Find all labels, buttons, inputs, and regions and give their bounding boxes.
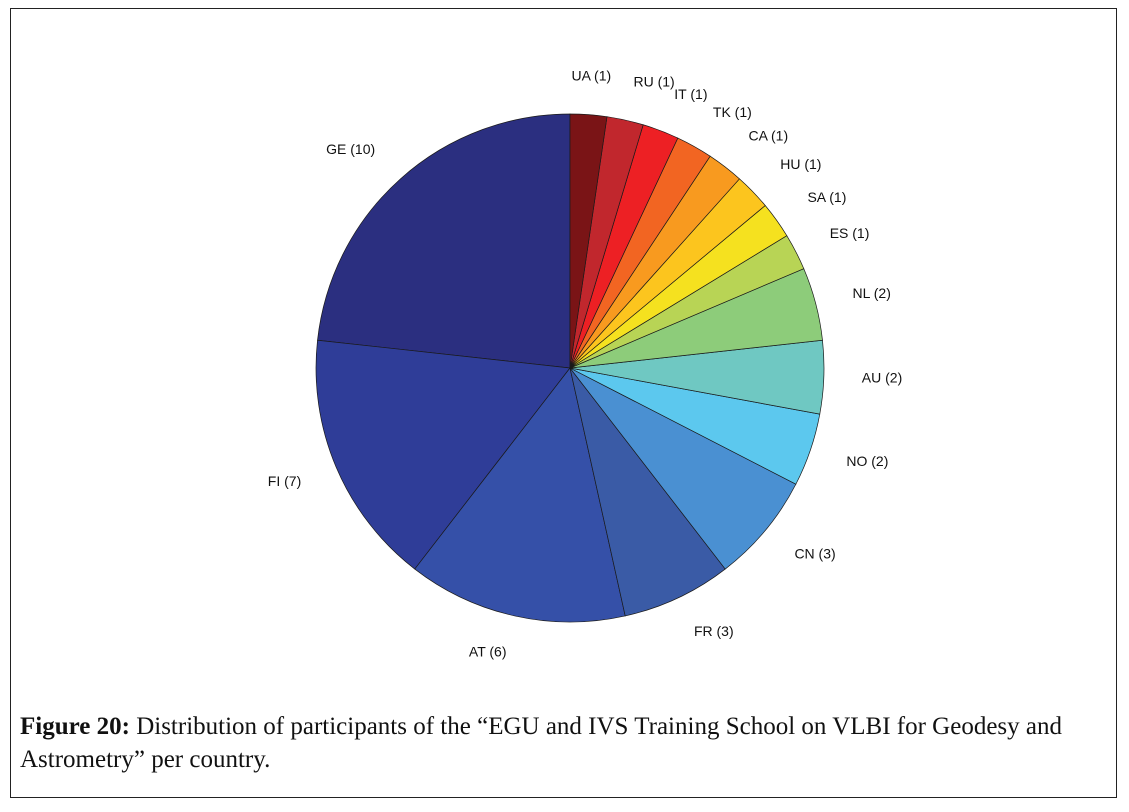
slice-label: TK (1)	[713, 104, 752, 120]
slice-label: AU (2)	[862, 369, 902, 385]
slice-label: CA (1)	[748, 128, 788, 144]
pie-slice	[414, 367, 626, 623]
slice-label: CN (3)	[794, 545, 835, 561]
slice-label: GE (10)	[326, 141, 375, 157]
pie-slice	[569, 367, 726, 617]
caption-text: Distribution of participants of the “EGU…	[20, 713, 1062, 773]
slice-label: AT (6)	[469, 644, 507, 660]
slice-label: RU (1)	[633, 74, 674, 90]
slice-label: IT (1)	[674, 86, 707, 102]
pie-slice	[569, 113, 608, 369]
figure-frame	[10, 8, 1117, 798]
caption-label: Figure 20:	[20, 713, 130, 740]
slice-label: ES (1)	[830, 225, 870, 241]
slice-label: UA (1)	[571, 67, 611, 83]
slice-label: NO (2)	[846, 453, 888, 469]
slice-label: FI (7)	[268, 473, 301, 489]
pie-slice	[315, 339, 571, 570]
slice-label: NL (2)	[853, 285, 891, 301]
pie-slice	[317, 113, 571, 369]
chart: GE (10) FI (7) AT (6) FR (3) CN (3) NO (2) AU …	[268, 67, 902, 660]
slice-label: HU (1)	[780, 156, 821, 172]
slice-label: FR (3)	[694, 623, 734, 639]
caption: Figure 20: Distribution of participants …	[20, 710, 1100, 776]
pie-slice	[569, 367, 797, 570]
slice-label: SA (1)	[807, 189, 846, 205]
